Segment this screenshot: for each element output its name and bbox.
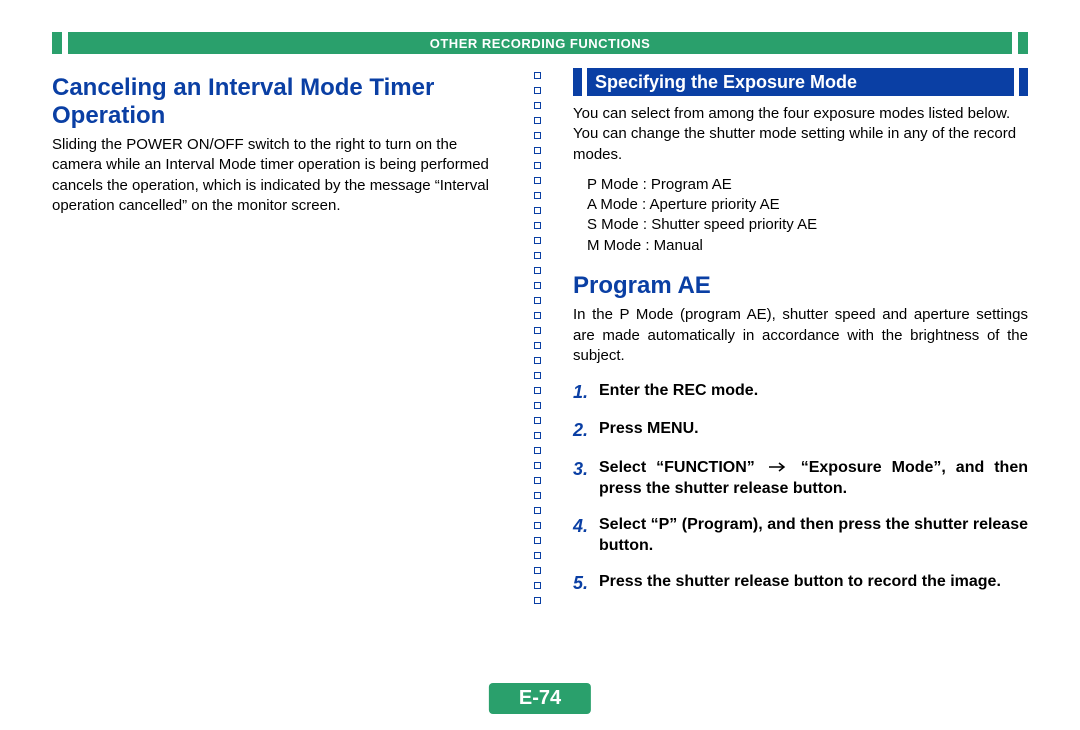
divider-square — [534, 297, 541, 304]
section-heading: Program AE — [573, 272, 1028, 300]
divider-square — [534, 267, 541, 274]
banner-accent-right — [1019, 68, 1028, 96]
divider-square — [534, 372, 541, 379]
right-intro: You can select from among the four expos… — [573, 104, 1028, 165]
mode-item: M Mode : Manual — [587, 236, 1028, 256]
divider-square — [534, 387, 541, 394]
step-number: 4. — [573, 514, 599, 557]
divider-square — [534, 357, 541, 364]
divider-square — [534, 552, 541, 559]
step-number: 1. — [573, 380, 599, 404]
divider-square — [534, 342, 541, 349]
step-item: 2.Press MENU. — [573, 418, 1028, 442]
divider-square — [534, 567, 541, 574]
divider-square — [534, 582, 541, 589]
divider-square — [534, 402, 541, 409]
left-body: Sliding the POWER ON/OFF switch to the r… — [52, 135, 507, 216]
divider-square — [534, 417, 541, 424]
divider-square — [534, 522, 541, 529]
divider-square — [534, 447, 541, 454]
banner-title: Specifying the Exposure Mode — [587, 68, 1014, 96]
steps-list: 1.Enter the REC mode.2.Press MENU.3.Sele… — [573, 380, 1028, 595]
left-heading: Canceling an Interval Mode Timer Operati… — [52, 74, 507, 129]
step-item: 5.Press the shutter release button to re… — [573, 571, 1028, 595]
header-bar: OTHER RECORDING FUNCTIONS — [52, 32, 1028, 54]
divider-square — [534, 507, 541, 514]
divider-square — [534, 327, 541, 334]
mode-item: A Mode : Aperture priority AE — [587, 195, 1028, 215]
header-title: OTHER RECORDING FUNCTIONS — [68, 32, 1012, 54]
step-text: Enter the REC mode. — [599, 380, 1028, 404]
divider-square — [534, 492, 541, 499]
divider-square — [534, 252, 541, 259]
divider-square — [534, 147, 541, 154]
divider-square — [534, 237, 541, 244]
divider-square — [534, 282, 541, 289]
step-number: 2. — [573, 418, 599, 442]
step-number: 5. — [573, 571, 599, 595]
divider-square — [534, 462, 541, 469]
section-banner: Specifying the Exposure Mode — [573, 68, 1028, 96]
divider-square — [534, 312, 541, 319]
header-accent-left — [52, 32, 62, 54]
step-text: Press the shutter release button to reco… — [599, 571, 1028, 595]
column-divider — [527, 68, 547, 668]
step-item: 3.Select “FUNCTION” “Exposure Mode”, and… — [573, 457, 1028, 500]
divider-square — [534, 117, 541, 124]
divider-square — [534, 102, 541, 109]
divider-square — [534, 222, 541, 229]
divider-square — [534, 87, 541, 94]
mode-item: S Mode : Shutter speed priority AE — [587, 215, 1028, 235]
right-column: Specifying the Exposure Mode You can sel… — [547, 68, 1028, 668]
divider-square — [534, 192, 541, 199]
left-column: Canceling an Interval Mode Timer Operati… — [52, 68, 527, 668]
page-number: E-74 — [489, 683, 591, 714]
step-item: 1.Enter the REC mode. — [573, 380, 1028, 404]
step-text: Select “P” (Program), and then press the… — [599, 514, 1028, 557]
mode-list: P Mode : Program AEA Mode : Aperture pri… — [573, 175, 1028, 256]
divider-square — [534, 162, 541, 169]
divider-square — [534, 207, 541, 214]
divider-square — [534, 432, 541, 439]
step-item: 4.Select “P” (Program), and then press t… — [573, 514, 1028, 557]
step-number: 3. — [573, 457, 599, 500]
content-area: Canceling an Interval Mode Timer Operati… — [52, 68, 1028, 668]
mode-item: P Mode : Program AE — [587, 175, 1028, 195]
divider-square — [534, 537, 541, 544]
divider-square — [534, 477, 541, 484]
divider-square — [534, 177, 541, 184]
header-accent-right — [1018, 32, 1028, 54]
step-text: Press MENU. — [599, 418, 1028, 442]
divider-square — [534, 72, 541, 79]
section-body: In the P Mode (program AE), shutter spee… — [573, 305, 1028, 366]
step-text: Select “FUNCTION” “Exposure Mode”, and t… — [599, 457, 1028, 500]
divider-square — [534, 132, 541, 139]
manual-page: OTHER RECORDING FUNCTIONS Canceling an I… — [0, 0, 1080, 730]
arrow-icon — [769, 462, 787, 472]
divider-square — [534, 597, 541, 604]
banner-accent-left — [573, 68, 582, 96]
